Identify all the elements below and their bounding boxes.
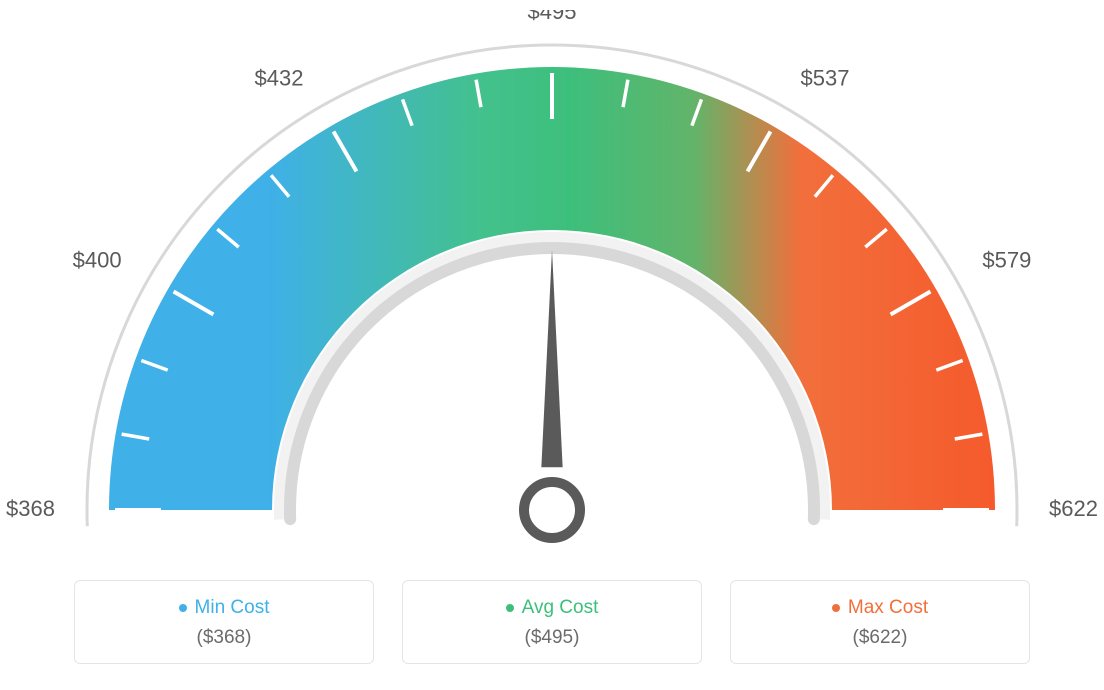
svg-text:$495: $495: [528, 10, 577, 24]
gauge-svg: $368 $400 $432 $495 $537 $579 $622: [0, 10, 1104, 570]
legend-row: Min Cost ($368) Avg Cost ($495) Max Cost…: [0, 580, 1104, 664]
legend-text-max: Max Cost: [848, 597, 928, 619]
svg-text:$432: $432: [255, 66, 304, 91]
legend-card-max: Max Cost ($622): [730, 580, 1030, 664]
legend-label-max: Max Cost: [832, 597, 928, 619]
svg-text:$400: $400: [73, 248, 122, 273]
legend-card-avg: Avg Cost ($495): [402, 580, 702, 664]
legend-value-avg: ($495): [403, 627, 701, 649]
gauge-chart-container: $368 $400 $432 $495 $537 $579 $622 Min Cost ($…: [0, 0, 1104, 690]
legend-label-avg: Avg Cost: [506, 597, 599, 619]
svg-text:$622: $622: [1049, 496, 1098, 521]
legend-label-min: Min Cost: [179, 597, 270, 619]
svg-text:$368: $368: [6, 496, 55, 521]
legend-dot-min: [179, 604, 187, 612]
legend-value-max: ($622): [731, 627, 1029, 649]
legend-card-min: Min Cost ($368): [74, 580, 374, 664]
legend-text-min: Min Cost: [195, 597, 270, 619]
legend-text-avg: Avg Cost: [522, 597, 599, 619]
svg-text:$579: $579: [982, 248, 1031, 273]
legend-dot-avg: [506, 604, 514, 612]
gauge-area: $368 $400 $432 $495 $537 $579 $622: [0, 10, 1104, 570]
svg-text:$537: $537: [801, 66, 850, 91]
legend-dot-max: [832, 604, 840, 612]
legend-value-min: ($368): [75, 627, 373, 649]
